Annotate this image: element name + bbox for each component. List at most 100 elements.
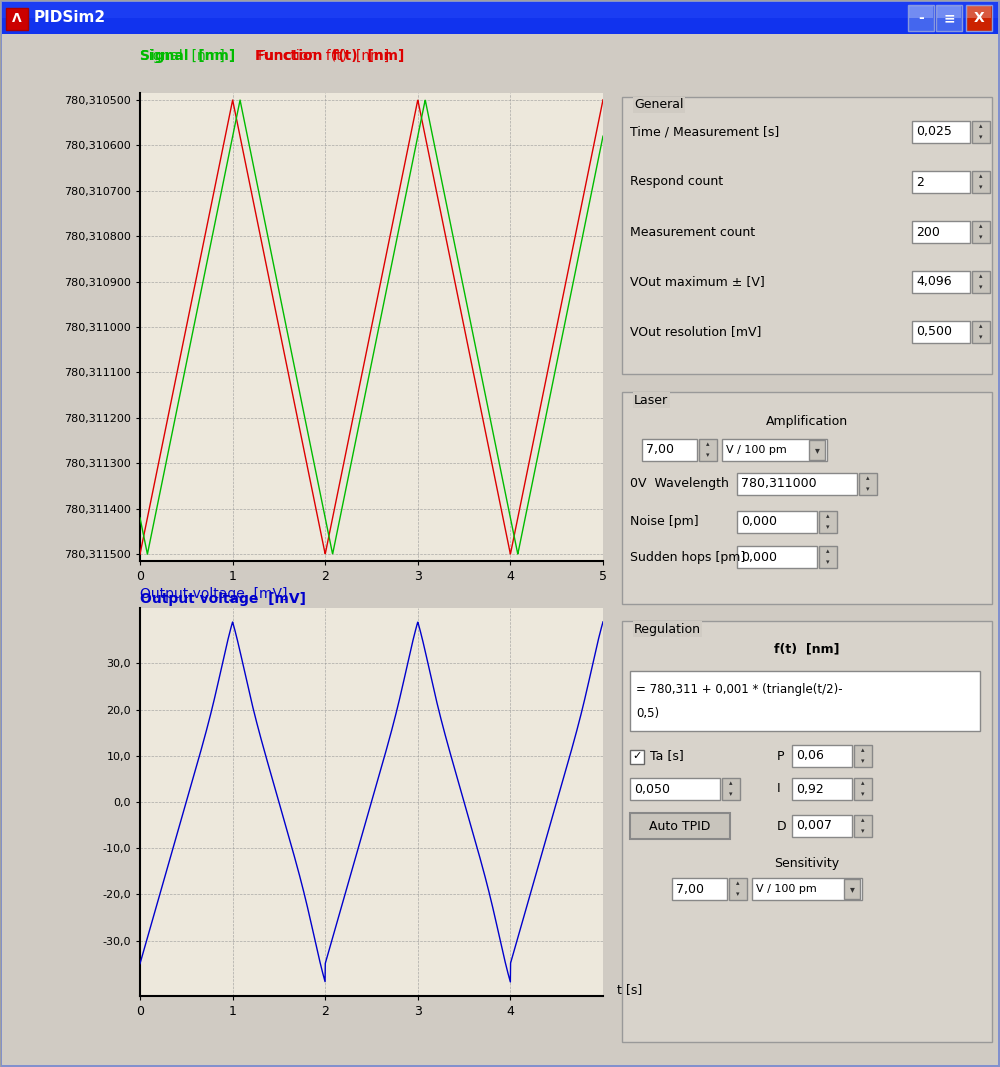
Text: 4,096: 4,096 [916,275,952,288]
Bar [972,221,990,243]
Text: ✓: ✓ [632,751,642,761]
Text: P: P [777,749,784,763]
Text: ▾: ▾ [815,445,819,455]
Text: ▾: ▾ [979,185,983,191]
Bar [972,171,990,193]
Text: V / 100 pm: V / 100 pm [756,883,817,894]
Bar [854,778,872,800]
Bar [622,97,992,375]
Text: ▾: ▾ [866,487,870,493]
Text: ▴: ▴ [826,513,830,520]
Text: ▴: ▴ [826,548,830,555]
Text: ▴: ▴ [979,223,983,229]
Text: ▾: ▾ [861,828,865,834]
Bar [972,271,990,293]
Text: Sudden hops [pm]: Sudden hops [pm] [630,551,745,563]
Text: Sensitivity: Sensitivity [774,857,840,870]
Bar [630,750,644,764]
Bar [642,439,697,461]
Bar [819,546,837,568]
Text: 0,000: 0,000 [741,551,777,563]
Text: ▴: ▴ [736,880,740,887]
Text: -: - [918,11,924,25]
Bar [630,778,720,800]
Bar [967,6,991,18]
Text: ▴: ▴ [979,273,983,280]
Bar [6,7,28,30]
Text: ▾: ▾ [861,792,865,797]
Text: ▾: ▾ [979,134,983,141]
Text: 0,050: 0,050 [634,782,670,796]
Bar [672,878,727,899]
Text: 0,92: 0,92 [796,782,824,796]
Text: 0,5): 0,5) [636,706,659,719]
Bar [912,121,970,143]
Bar [859,473,877,495]
Text: Auto TPID: Auto TPID [649,819,711,832]
Text: Function  f(t)  [nm]: Function f(t) [nm] [255,49,404,63]
Text: Ta [s]: Ta [s] [650,749,684,763]
Bar [809,440,825,460]
Text: VOut maximum ± [V]: VOut maximum ± [V] [630,275,765,288]
Text: Regulation: Regulation [634,622,701,636]
Bar [752,878,862,899]
Text: ▴: ▴ [979,124,983,129]
Bar [729,878,747,899]
Bar [722,778,740,800]
Text: 0,025: 0,025 [916,126,952,139]
Text: VOut resolution [mV]: VOut resolution [mV] [630,325,761,338]
Text: 0V  Wavelength: 0V Wavelength [630,478,729,491]
Text: Noise [pm]: Noise [pm] [630,515,699,528]
Text: 0,007: 0,007 [796,819,832,832]
Bar [936,5,962,31]
Bar [737,473,857,495]
Bar [630,671,980,731]
Bar [622,392,992,604]
Text: X: X [974,11,984,25]
Text: PIDSim2: PIDSim2 [34,11,106,26]
Bar [844,879,860,899]
Text: ▴: ▴ [979,174,983,179]
Bar [854,815,872,837]
Text: Respond count: Respond count [630,175,723,189]
Bar [2,2,998,34]
Bar [912,321,970,343]
Bar [622,621,992,1042]
Text: V / 100 pm: V / 100 pm [726,445,787,455]
Text: Signal  [nm]: Signal [nm] [140,49,225,63]
Text: Time / Measurement [s]: Time / Measurement [s] [630,126,779,139]
Text: ▾: ▾ [979,235,983,240]
Text: ▴: ▴ [861,748,865,753]
Text: ▴: ▴ [861,780,865,786]
Text: Laser: Laser [634,394,668,407]
Text: ▾: ▾ [850,883,854,894]
Text: = 780,311 + 0,001 * (triangle(t/2)-: = 780,311 + 0,001 * (triangle(t/2)- [636,683,843,696]
Text: ▴: ▴ [706,442,710,447]
Text: 7,00: 7,00 [676,882,704,895]
Text: D: D [777,819,787,832]
Bar [792,745,852,767]
Bar [909,6,933,18]
Text: I: I [777,782,781,796]
Text: Output voltage  [mV]: Output voltage [mV] [140,587,288,601]
Bar [737,546,817,568]
Bar [912,271,970,293]
Bar [972,121,990,143]
Bar [819,511,837,534]
Text: ▾: ▾ [706,452,710,459]
Text: 0,000: 0,000 [741,515,777,528]
Text: Amplification: Amplification [766,415,848,429]
Text: General: General [634,98,684,111]
Text: t [s]: t [s] [617,983,642,996]
Text: ▴: ▴ [729,780,733,786]
Bar [908,5,934,31]
Bar [737,511,817,534]
Text: ▾: ▾ [861,759,865,764]
Bar [2,2,998,18]
Text: ▾: ▾ [729,792,733,797]
Text: Output voltage  [mV]: Output voltage [mV] [140,592,306,606]
Text: f(t)  [nm]: f(t) [nm] [774,642,840,655]
Text: ▾: ▾ [736,892,740,897]
Bar [722,439,827,461]
Text: ▾: ▾ [979,334,983,340]
